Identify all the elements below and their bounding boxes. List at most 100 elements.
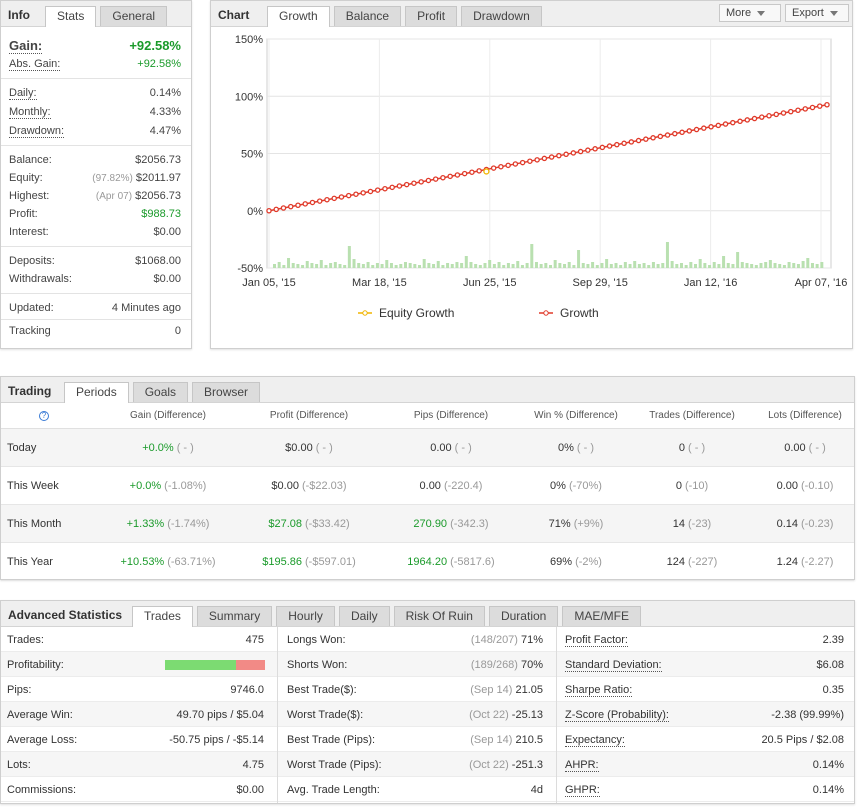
growth-point[interactable] bbox=[744, 117, 751, 123]
growth-point[interactable] bbox=[621, 140, 627, 147]
export-button[interactable]: Export bbox=[785, 4, 849, 22]
growth-point[interactable] bbox=[679, 129, 685, 136]
growth-point[interactable] bbox=[628, 139, 635, 145]
growth-point[interactable] bbox=[454, 172, 461, 178]
growth-point[interactable] bbox=[556, 152, 562, 159]
growth-point[interactable] bbox=[577, 148, 584, 155]
table-row[interactable]: This Year +10.53% (-63.71%) $195.86 (-$597.0… bbox=[1, 543, 854, 581]
tab-mae-mfe[interactable]: MAE/MFE bbox=[562, 606, 641, 626]
table-row[interactable]: Today +0.0%( - ) $0.00( - ) 0.00( - ) 0%( - … bbox=[1, 429, 854, 467]
growth-point[interactable] bbox=[519, 159, 526, 166]
tab-goals[interactable]: Goals bbox=[132, 382, 189, 402]
growth-point[interactable] bbox=[751, 115, 758, 122]
tab-browser[interactable]: Browser bbox=[192, 382, 261, 402]
legend-equity-growth[interactable]: Equity Growth bbox=[358, 306, 454, 320]
growth-point[interactable] bbox=[563, 151, 569, 158]
legend-growth[interactable]: Growth bbox=[539, 306, 599, 320]
growth-point[interactable] bbox=[802, 106, 809, 112]
tab-profit[interactable]: Profit bbox=[405, 6, 458, 26]
growth-point[interactable] bbox=[490, 165, 497, 171]
growth-point[interactable] bbox=[809, 104, 816, 111]
growth-point[interactable] bbox=[345, 192, 352, 199]
growth-point[interactable] bbox=[650, 135, 656, 141]
more-button[interactable]: More bbox=[719, 4, 781, 22]
equity-growth-point[interactable] bbox=[483, 168, 490, 175]
growth-point[interactable] bbox=[505, 162, 511, 169]
growth-point[interactable] bbox=[447, 173, 453, 180]
growth-point[interactable] bbox=[788, 108, 794, 115]
tab-summary[interactable]: Summary bbox=[196, 606, 273, 626]
growth-point[interactable] bbox=[338, 194, 345, 200]
growth-point[interactable] bbox=[273, 206, 279, 213]
growth-point[interactable] bbox=[664, 132, 671, 138]
growth-point[interactable] bbox=[592, 146, 598, 152]
growth-point[interactable] bbox=[302, 201, 308, 207]
growth-point[interactable] bbox=[440, 174, 446, 181]
table-row[interactable]: This Week +0.0% (-1.08%) $0.00 (-$22.03) 0.00… bbox=[1, 467, 854, 505]
growth-point[interactable] bbox=[331, 195, 337, 202]
tab-duration[interactable]: Duration bbox=[488, 606, 559, 626]
growth-point[interactable] bbox=[570, 150, 577, 156]
tab-general[interactable]: General bbox=[100, 6, 168, 26]
growth-point[interactable] bbox=[657, 133, 664, 140]
growth-point[interactable] bbox=[759, 114, 765, 120]
growth-point[interactable] bbox=[316, 198, 323, 204]
help-icon[interactable]: ? bbox=[39, 411, 49, 421]
growth-point[interactable] bbox=[773, 111, 780, 118]
growth-point[interactable] bbox=[512, 161, 519, 167]
growth-point[interactable] bbox=[824, 101, 830, 108]
growth-point[interactable] bbox=[614, 141, 620, 148]
growth-point[interactable] bbox=[599, 144, 606, 151]
tab-daily[interactable]: Daily bbox=[338, 606, 390, 626]
growth-point[interactable] bbox=[469, 169, 475, 175]
growth-point[interactable] bbox=[374, 187, 381, 193]
growth-point[interactable] bbox=[461, 170, 468, 177]
growth-point[interactable] bbox=[360, 190, 366, 196]
growth-point[interactable] bbox=[389, 184, 395, 191]
growth-point[interactable] bbox=[722, 121, 729, 127]
growth-point[interactable] bbox=[585, 147, 591, 153]
growth-point[interactable] bbox=[411, 180, 417, 186]
growth-point[interactable] bbox=[701, 125, 707, 131]
tab-risk-of-ruin[interactable]: Risk Of Ruin bbox=[393, 606, 485, 626]
growth-point[interactable] bbox=[367, 188, 374, 195]
table-row[interactable]: This Month +1.33% (-1.74%) $27.08 (-$33.42) 2… bbox=[1, 505, 854, 543]
growth-point[interactable] bbox=[606, 143, 613, 149]
growth-point[interactable] bbox=[476, 168, 482, 174]
growth-point[interactable] bbox=[309, 199, 316, 206]
growth-point[interactable] bbox=[266, 207, 272, 214]
growth-point[interactable] bbox=[635, 137, 642, 144]
growth-point[interactable] bbox=[693, 126, 700, 133]
growth-point[interactable] bbox=[672, 130, 678, 137]
growth-point[interactable] bbox=[425, 177, 432, 184]
growth-point[interactable] bbox=[418, 179, 424, 185]
growth-point[interactable] bbox=[534, 157, 540, 163]
growth-point[interactable] bbox=[382, 185, 388, 192]
growth-point[interactable] bbox=[643, 136, 649, 142]
growth-point[interactable] bbox=[548, 154, 555, 160]
growth-point[interactable] bbox=[541, 155, 548, 162]
growth-point[interactable] bbox=[287, 203, 294, 210]
tab-trades[interactable]: Trades bbox=[132, 606, 193, 627]
growth-point[interactable] bbox=[432, 176, 439, 182]
tab-hourly[interactable]: Hourly bbox=[276, 606, 335, 626]
tab-periods[interactable]: Periods bbox=[64, 382, 129, 403]
growth-point[interactable] bbox=[708, 124, 714, 130]
growth-point[interactable] bbox=[295, 202, 301, 208]
growth-point[interactable] bbox=[527, 158, 533, 164]
tab-balance[interactable]: Balance bbox=[333, 6, 402, 26]
growth-point[interactable] bbox=[396, 183, 403, 189]
growth-point[interactable] bbox=[780, 110, 787, 116]
growth-point[interactable] bbox=[730, 119, 736, 126]
growth-point[interactable] bbox=[737, 118, 743, 125]
growth-chart[interactable]: 150% 100% 50% 0% -50% Jan 05, '15 Mar 18, '15 J… bbox=[211, 28, 852, 348]
growth-point[interactable] bbox=[403, 181, 410, 188]
growth-point[interactable] bbox=[686, 128, 693, 134]
growth-point[interactable] bbox=[817, 103, 823, 109]
tab-growth[interactable]: Growth bbox=[267, 6, 330, 27]
growth-point[interactable] bbox=[353, 191, 359, 197]
growth-point[interactable] bbox=[715, 122, 722, 129]
growth-point[interactable] bbox=[324, 196, 330, 203]
growth-point[interactable] bbox=[795, 107, 801, 114]
growth-point[interactable] bbox=[280, 205, 287, 211]
